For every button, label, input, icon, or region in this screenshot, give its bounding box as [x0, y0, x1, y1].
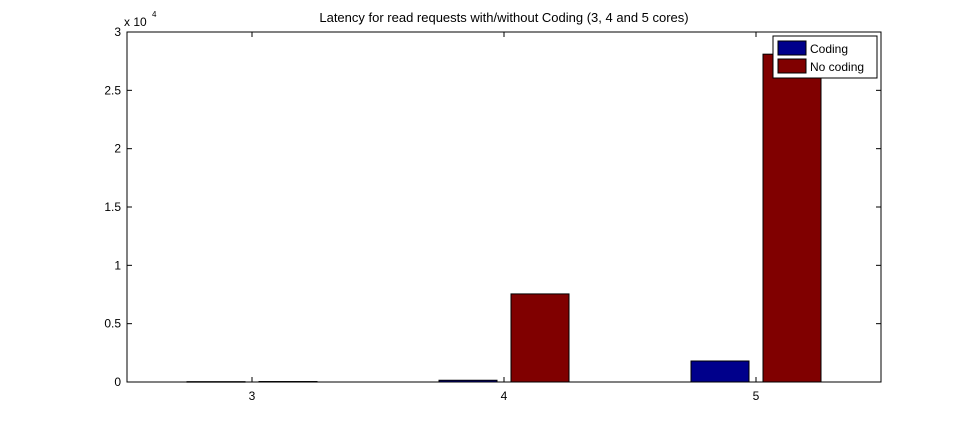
legend: Coding No coding: [772, 35, 878, 79]
bar-no-coding-3: [258, 381, 318, 383]
legend-label: Coding: [810, 42, 848, 56]
y-exponent-label: x 10 4: [124, 10, 157, 29]
y-tick-label: 3: [114, 25, 121, 39]
legend-swatch: [777, 40, 807, 56]
y-tick-label: 2.5: [104, 83, 121, 97]
y-tick-label: 2: [114, 142, 121, 156]
y-axis: 0 0.5 1 1.5 2 2.5 3: [104, 25, 881, 389]
y-exponent-base: x 10: [124, 15, 147, 29]
bars-layer: [186, 53, 822, 383]
x-tick-label: 3: [249, 389, 256, 403]
bar-coding-3: [186, 381, 246, 383]
y-tick-label: 0.5: [104, 317, 121, 331]
bar-no-coding-5: [762, 53, 822, 383]
bar-coding-5: [690, 360, 750, 383]
x-tick-label: 4: [501, 389, 508, 403]
y-tick-label: 1.5: [104, 200, 121, 214]
x-tick-label: 5: [753, 389, 760, 403]
y-tick-label: 1: [114, 258, 121, 272]
y-tick-label: 0: [114, 375, 121, 389]
x-axis: 3 4 5: [249, 32, 760, 403]
bar-no-coding-4: [510, 293, 570, 383]
y-exponent-power: 4: [152, 10, 157, 19]
legend-swatch: [777, 58, 807, 74]
bar-coding-4: [438, 379, 498, 383]
legend-label: No coding: [810, 60, 864, 74]
plot-area: [126, 31, 882, 383]
chart-title: Latency for read requests with/without C…: [319, 10, 688, 25]
